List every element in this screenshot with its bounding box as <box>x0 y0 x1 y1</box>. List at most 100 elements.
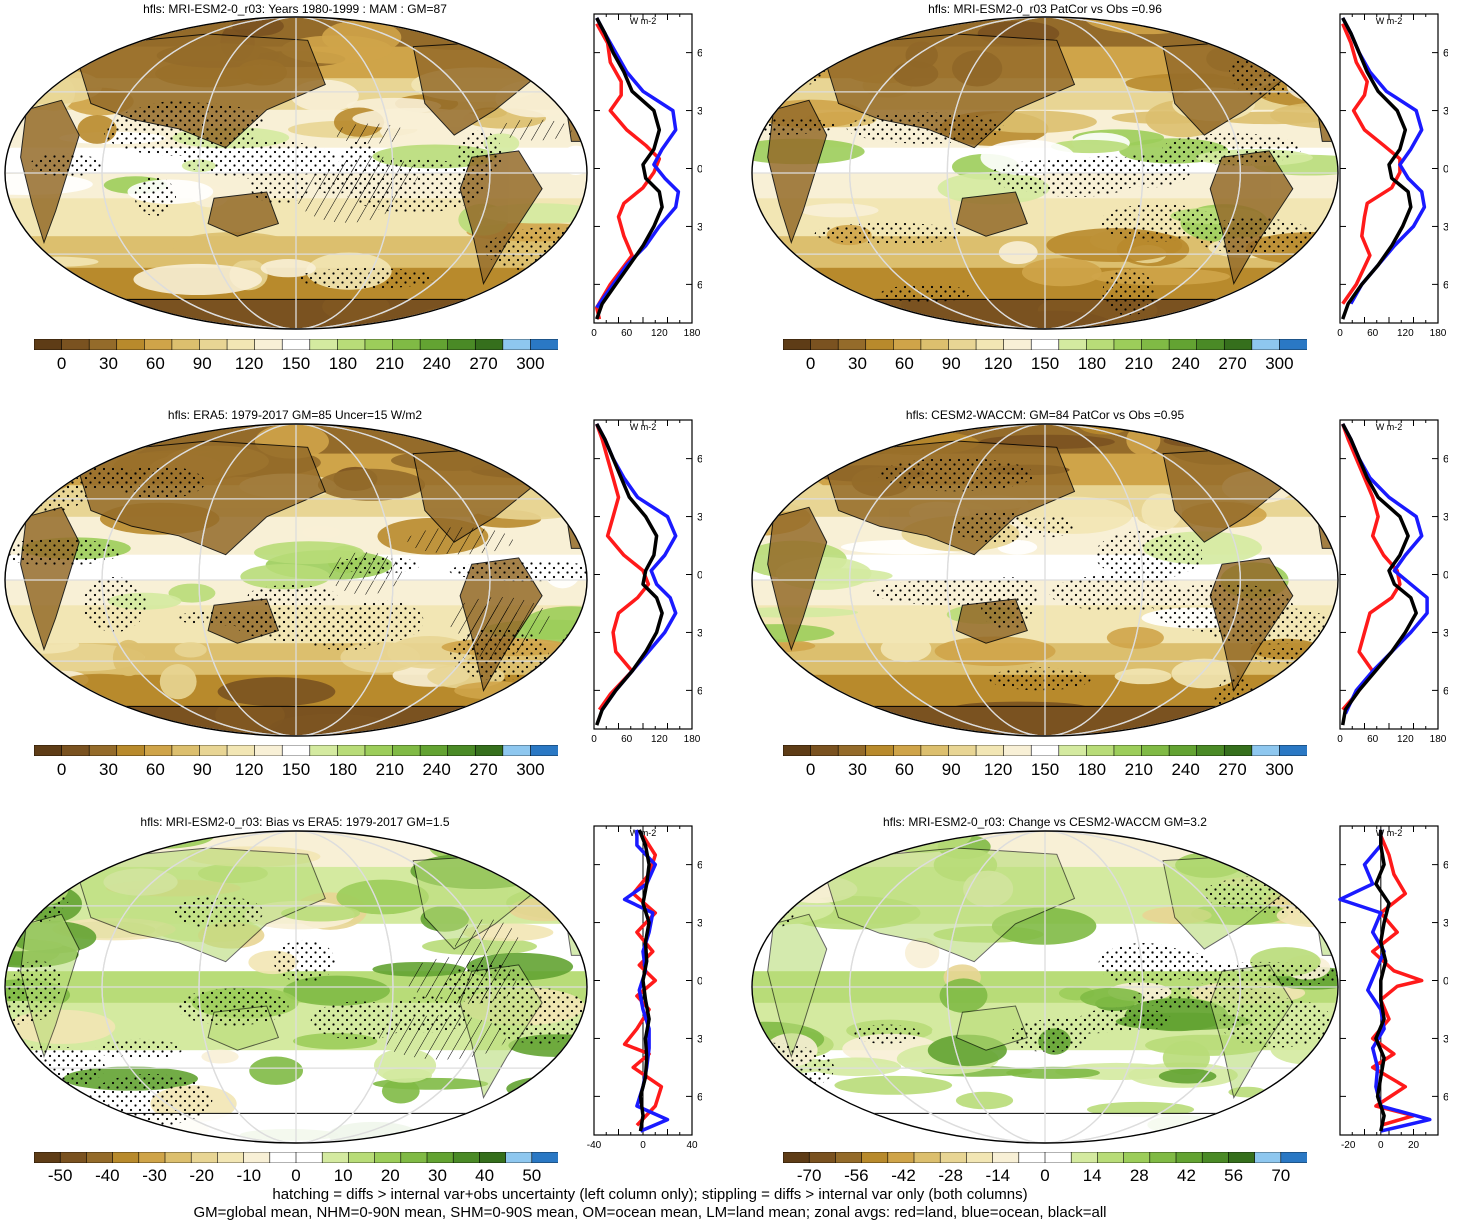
colorbar-swatch <box>419 745 449 756</box>
colorbar-swatch <box>835 1152 863 1163</box>
colorbar-swatch <box>1086 745 1115 756</box>
colorbar-swatch <box>364 745 394 756</box>
colorbar-label: 270 <box>1218 760 1247 779</box>
colorbar-label: 30 <box>428 1166 447 1185</box>
map-panel-bias <box>4 830 588 1144</box>
colorbar-labels: 0 30 60 90 120 150 180 210 240 270 300 <box>783 760 1307 782</box>
x-tick-label: 0 <box>1378 1140 1384 1151</box>
colorbar-label: 28 <box>1129 1166 1149 1185</box>
colorbar-swatch <box>199 745 228 756</box>
colorbar <box>783 745 1307 756</box>
colorbar-swatch <box>479 1152 507 1163</box>
x-tick-label: 180 <box>1430 328 1447 339</box>
colorbar-swatch <box>337 745 366 756</box>
zonal-line-land <box>594 22 662 320</box>
colorbar-label: 30 <box>98 354 118 373</box>
colorbar-swatch <box>1279 339 1307 350</box>
colorbar-swatch <box>502 339 532 350</box>
colorbar-label: 240 <box>422 354 451 373</box>
colorbar-swatch <box>530 745 558 756</box>
colorbar-swatch <box>992 1152 1020 1163</box>
colorbar-label: 14 <box>1082 1166 1102 1185</box>
colorbar-swatch <box>171 745 201 756</box>
zonal-unit-label: W m-2 <box>1376 16 1403 26</box>
colorbar-label: 60 <box>145 760 165 779</box>
zonal-line-land <box>1341 23 1402 305</box>
x-tick-label: 120 <box>1397 734 1414 745</box>
colorbar-swatch <box>920 745 950 756</box>
zonal-line-land <box>1341 423 1402 711</box>
panel-title: hfls: MRI-ESM2-0_r03: Bias vs ERA5: 1979… <box>140 815 450 829</box>
colorbar-swatch <box>975 745 1005 756</box>
colorbar-swatch <box>1070 1152 1099 1163</box>
colorbar-label: 60 <box>894 760 914 779</box>
colorbar-label: 120 <box>234 354 264 373</box>
y-tick-label: 30S <box>697 221 702 233</box>
x-tick-label: 40 <box>686 1140 698 1151</box>
colorbar-label: -28 <box>938 1166 963 1185</box>
colorbar-swatch <box>295 1152 324 1163</box>
x-tick-label: 120 <box>1397 328 1414 339</box>
y-tick-label: 60N <box>1443 454 1448 466</box>
y-tick-label: 60N <box>1443 48 1448 60</box>
colorbar-swatch <box>447 745 477 756</box>
colorbar-label: 120 <box>234 760 264 779</box>
colorbar-label: 300 <box>1265 354 1294 373</box>
colorbar-swatch <box>1058 745 1088 756</box>
colorbar-swatch <box>116 339 146 350</box>
colorbar-swatch <box>392 339 421 350</box>
colorbar-swatch <box>837 339 867 350</box>
colorbar-swatch <box>226 339 256 350</box>
x-tick-label: 180 <box>1430 734 1447 745</box>
colorbar-swatch <box>190 1152 219 1163</box>
colorbar-swatch <box>243 1152 271 1163</box>
zonal-mean-plot: W m-2 60N 30N 0 30S 60S 0 60 120 180 <box>1337 419 1448 745</box>
x-tick-label: 60 <box>1367 328 1379 339</box>
y-tick-label: 60S <box>697 685 702 697</box>
y-tick-label: 60N <box>697 454 702 466</box>
colorbar-label: 0 <box>805 760 816 779</box>
x-tick-label: 0 <box>591 734 597 745</box>
colorbar-label: 42 <box>1177 1166 1196 1185</box>
x-tick-label: 120 <box>651 734 668 745</box>
colorbar-swatch <box>86 1152 114 1163</box>
y-tick-label: 60N <box>1443 860 1448 872</box>
panel-title: hfls: MRI-ESM2-0_r03: Change vs CESM2-WA… <box>883 815 1207 829</box>
colorbar-swatch <box>1123 1152 1151 1163</box>
colorbar-swatch <box>112 1152 140 1163</box>
colorbar-swatch <box>1223 339 1253 350</box>
zonal-line-all <box>595 423 664 726</box>
colorbar-label: 240 <box>422 760 451 779</box>
zonal-mean-plot: W m-2 60N 30N 0 30S 60S -20 0 20 <box>1338 825 1448 1151</box>
colorbar-swatch <box>426 1152 455 1163</box>
map-panel-era5 <box>4 423 588 737</box>
map-panel-mri-climatology <box>4 16 588 330</box>
colorbar <box>34 1152 558 1163</box>
colorbar-label: 0 <box>56 354 67 373</box>
colorbar-swatch <box>447 339 477 350</box>
y-tick-label: 0 <box>697 164 702 176</box>
colorbar-swatch <box>505 1152 533 1163</box>
y-tick-label: 60S <box>1443 1091 1448 1103</box>
colorbar-swatch <box>337 339 366 350</box>
colorbar-swatch <box>893 339 922 350</box>
zonal-unit-label: W m-2 <box>630 16 657 26</box>
panel-title: hfls: MRI-ESM2-0_r03 PatCor vs Obs =0.96 <box>928 2 1162 16</box>
colorbar-swatch <box>1228 1152 1256 1163</box>
colorbar-swatch <box>1018 1152 1046 1163</box>
colorbar-label: 300 <box>516 354 545 373</box>
y-tick-label: 30S <box>697 1033 702 1045</box>
colorbar-swatch <box>59 1152 88 1163</box>
x-tick-label: 120 <box>651 328 668 339</box>
colorbar-swatch <box>1044 1152 1073 1163</box>
y-tick-label: 30N <box>697 512 702 524</box>
colorbar-swatch <box>217 1152 245 1163</box>
zonal-unit-label: W m-2 <box>1376 422 1403 432</box>
zonal-unit-label: W m-2 <box>1376 828 1403 838</box>
colorbar-swatch <box>281 745 311 756</box>
x-tick-label: 0 <box>640 1140 646 1151</box>
colorbar <box>34 745 558 756</box>
map-panel-cesm2 <box>751 423 1339 737</box>
colorbar-label: 70 <box>1271 1166 1291 1185</box>
colorbar-swatch <box>808 1152 837 1163</box>
